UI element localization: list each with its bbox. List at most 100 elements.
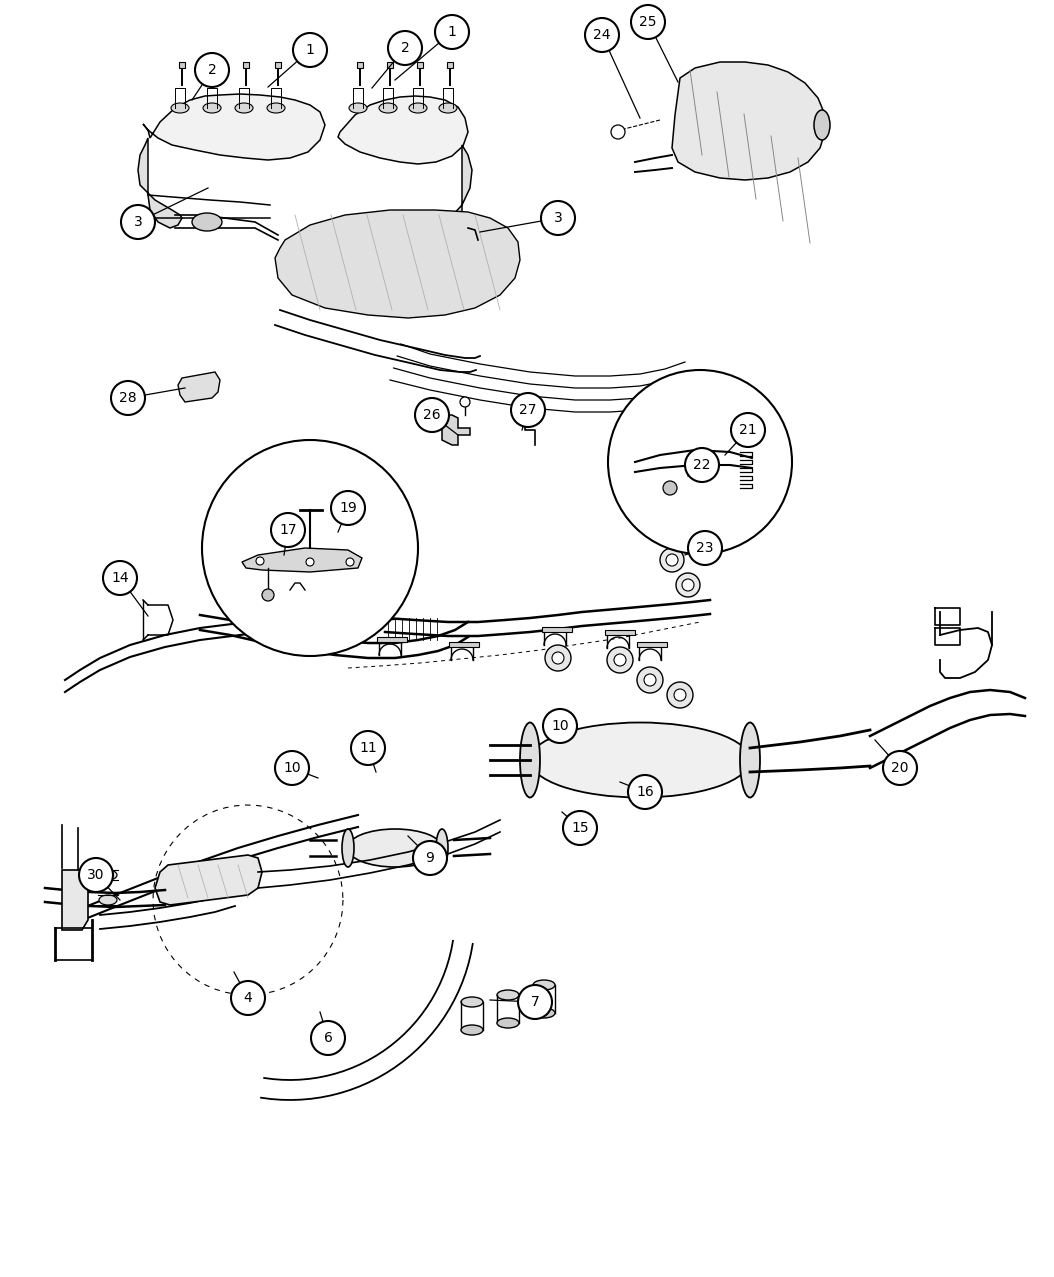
Circle shape — [688, 531, 722, 564]
FancyBboxPatch shape — [275, 63, 281, 68]
Ellipse shape — [267, 103, 285, 112]
FancyBboxPatch shape — [357, 63, 363, 68]
Circle shape — [563, 811, 597, 845]
Polygon shape — [242, 548, 362, 572]
Circle shape — [103, 561, 137, 595]
Text: 28: 28 — [119, 391, 137, 405]
Text: 11: 11 — [359, 741, 377, 755]
FancyBboxPatch shape — [542, 627, 572, 632]
Circle shape — [637, 667, 663, 693]
Circle shape — [585, 18, 619, 52]
Text: 10: 10 — [551, 719, 569, 733]
Ellipse shape — [99, 870, 117, 880]
Polygon shape — [62, 870, 87, 930]
Polygon shape — [143, 94, 325, 160]
Text: 16: 16 — [637, 785, 653, 799]
Circle shape — [607, 647, 633, 673]
Text: 14: 14 — [111, 571, 129, 585]
Circle shape — [676, 573, 700, 598]
Polygon shape — [338, 96, 468, 163]
Circle shape — [608, 370, 792, 554]
Text: 2: 2 — [401, 41, 409, 55]
Circle shape — [541, 200, 575, 235]
FancyBboxPatch shape — [179, 63, 186, 68]
FancyBboxPatch shape — [417, 63, 423, 68]
Text: 7: 7 — [530, 995, 540, 1009]
Text: 6: 6 — [324, 1031, 332, 1045]
Circle shape — [628, 775, 662, 810]
Circle shape — [552, 653, 564, 664]
Text: 3: 3 — [553, 211, 563, 225]
Text: 23: 23 — [697, 541, 714, 555]
Circle shape — [413, 842, 447, 875]
Circle shape — [306, 558, 314, 566]
Circle shape — [460, 397, 470, 407]
Ellipse shape — [171, 103, 189, 112]
FancyBboxPatch shape — [305, 632, 335, 637]
Text: 24: 24 — [593, 28, 610, 42]
Ellipse shape — [409, 103, 427, 112]
Ellipse shape — [740, 723, 760, 798]
Circle shape — [660, 548, 684, 572]
Text: 3: 3 — [134, 215, 142, 229]
Ellipse shape — [533, 979, 555, 990]
Text: 30: 30 — [87, 868, 104, 882]
Circle shape — [271, 513, 305, 547]
Ellipse shape — [436, 829, 448, 867]
Polygon shape — [672, 63, 825, 180]
Circle shape — [518, 985, 552, 1019]
Circle shape — [644, 674, 656, 686]
FancyBboxPatch shape — [211, 63, 217, 68]
Circle shape — [611, 125, 625, 139]
Circle shape — [331, 490, 365, 525]
Text: 27: 27 — [520, 404, 536, 418]
Polygon shape — [275, 209, 520, 318]
Text: 20: 20 — [892, 761, 909, 775]
Ellipse shape — [814, 110, 829, 140]
Circle shape — [631, 5, 665, 40]
Circle shape — [666, 554, 678, 566]
Text: 15: 15 — [571, 821, 589, 835]
Text: 22: 22 — [694, 458, 710, 472]
FancyBboxPatch shape — [387, 63, 393, 68]
Text: 25: 25 — [639, 15, 657, 29]
Ellipse shape — [497, 1018, 519, 1028]
Text: 21: 21 — [739, 423, 757, 437]
FancyBboxPatch shape — [447, 63, 453, 68]
Circle shape — [435, 15, 469, 49]
Circle shape — [311, 1022, 345, 1055]
Text: 10: 10 — [284, 761, 300, 775]
Circle shape — [351, 730, 385, 765]
FancyBboxPatch shape — [243, 63, 249, 68]
Circle shape — [111, 381, 145, 415]
Ellipse shape — [192, 213, 222, 231]
Ellipse shape — [530, 723, 750, 798]
Circle shape — [121, 206, 155, 239]
Circle shape — [614, 654, 626, 667]
Circle shape — [511, 393, 545, 427]
Circle shape — [685, 448, 719, 481]
Circle shape — [682, 578, 694, 591]
Ellipse shape — [461, 1025, 483, 1034]
Polygon shape — [155, 856, 262, 905]
Ellipse shape — [379, 103, 397, 112]
Text: 1: 1 — [448, 26, 456, 40]
Circle shape — [202, 441, 418, 656]
Circle shape — [256, 557, 264, 564]
Circle shape — [883, 751, 917, 785]
FancyBboxPatch shape — [377, 637, 407, 642]
Circle shape — [663, 481, 677, 495]
Circle shape — [275, 751, 309, 785]
Text: 9: 9 — [426, 850, 434, 865]
Circle shape — [543, 709, 577, 743]
Text: 26: 26 — [424, 407, 441, 421]
Circle shape — [262, 589, 274, 601]
Ellipse shape — [520, 723, 540, 798]
Polygon shape — [138, 138, 182, 229]
Ellipse shape — [349, 103, 367, 112]
Circle shape — [731, 412, 765, 447]
Circle shape — [195, 54, 229, 87]
FancyBboxPatch shape — [605, 630, 635, 635]
Circle shape — [293, 33, 327, 66]
Text: 17: 17 — [279, 524, 297, 538]
